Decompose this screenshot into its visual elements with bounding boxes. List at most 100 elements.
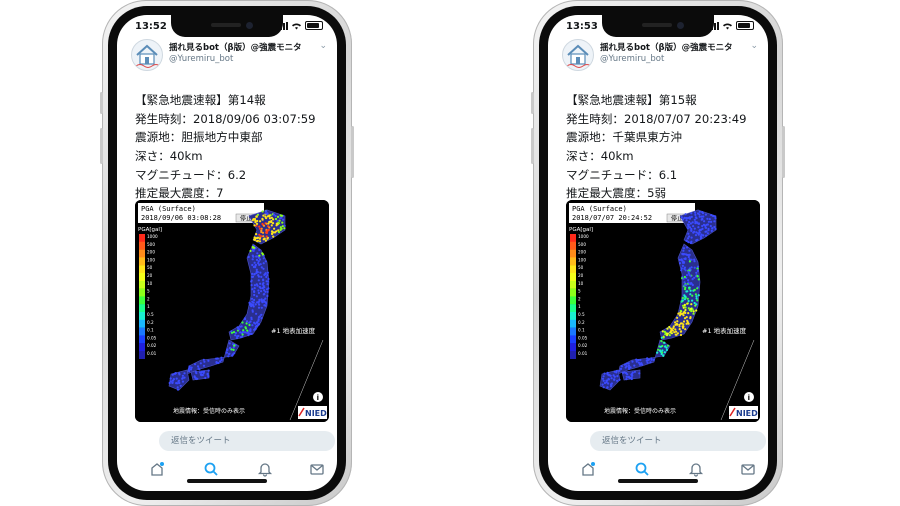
station-dot (701, 217, 704, 221)
legend-tick-label: 0.05 (147, 335, 157, 340)
station-dot (700, 215, 703, 218)
station-dot (230, 331, 234, 334)
reply-input[interactable]: 返信をツイート (159, 431, 335, 451)
station-dot (606, 371, 609, 374)
station-dot (687, 307, 690, 310)
station-dot (265, 235, 268, 238)
station-dot (684, 328, 687, 331)
station-dot (688, 287, 691, 290)
station-dot (666, 327, 669, 330)
display-name[interactable]: 揺れ見るbot（β版）@強震モニタ (169, 43, 302, 53)
legend-swatch (570, 343, 576, 352)
station-dot (690, 215, 693, 218)
station-dot (258, 303, 261, 306)
station-dot (712, 214, 715, 218)
home-icon[interactable] (580, 461, 596, 477)
station-dot (610, 377, 613, 380)
chevron-down-icon[interactable]: ⌄ (319, 41, 327, 51)
legend-swatch (570, 327, 576, 336)
station-dot (250, 316, 253, 319)
station-dot (177, 380, 180, 383)
station-dot (260, 313, 263, 316)
station-dot (700, 233, 703, 236)
station-dot (692, 231, 695, 234)
station-dot (637, 359, 640, 362)
search-icon[interactable] (634, 461, 650, 477)
info-icon[interactable] (744, 392, 754, 402)
station-dot (187, 368, 190, 371)
legend-tick-label: 2 (147, 296, 150, 301)
station-dot (275, 224, 278, 227)
station-dot (272, 218, 275, 221)
station-dot (688, 220, 691, 224)
legend-swatch (570, 288, 576, 297)
station-dot (695, 217, 698, 220)
station-dot (698, 215, 701, 218)
station-dot (203, 360, 206, 363)
station-dot (233, 344, 236, 347)
station-dot (652, 358, 655, 361)
station-dot (253, 284, 256, 287)
home-indicator[interactable] (187, 479, 267, 483)
map-title: PGA (Surface) (141, 205, 196, 213)
legend-tick-label: 0.2 (147, 320, 154, 325)
info-icon[interactable] (313, 392, 323, 402)
station-dot (684, 311, 687, 314)
station-dot (648, 358, 651, 361)
station-dot (171, 381, 174, 384)
station-dot (253, 217, 257, 221)
seismic-map-image[interactable]: PGA (Surface) 2018/09/06 03:08:28 停止 PGA… (135, 200, 329, 422)
station-dot (677, 312, 680, 315)
station-dot (265, 210, 268, 213)
station-dot (266, 280, 269, 283)
station-dot (671, 329, 674, 332)
station-dot (688, 235, 691, 238)
station-dot (176, 388, 180, 391)
messages-envelope-icon[interactable] (309, 461, 325, 477)
station-dot (706, 217, 709, 220)
reply-input[interactable]: 返信をツイート (590, 431, 766, 451)
station-dot (253, 224, 256, 227)
station-dot (175, 382, 178, 385)
station-dot (683, 257, 686, 260)
station-dot (260, 317, 263, 320)
island-shape (599, 369, 621, 391)
station-dot (688, 274, 691, 277)
station-dot (602, 386, 605, 389)
notifications-bell-icon[interactable] (688, 461, 704, 477)
station-dot (276, 215, 280, 218)
station-dot (198, 368, 201, 371)
volume-up-button (531, 128, 534, 164)
tweet-line: 【緊急地震速報】第15報 (566, 93, 697, 107)
station-dot (635, 358, 638, 361)
home-indicator[interactable] (618, 479, 698, 483)
station-dot (226, 348, 229, 352)
legend-tick-label: 1000 (578, 234, 589, 239)
account-handle[interactable]: @Yuremiru_bot (169, 54, 234, 64)
messages-envelope-icon[interactable] (740, 461, 756, 477)
station-dot (687, 281, 690, 284)
seismic-map-image[interactable]: PGA (Surface) 2018/07/07 20:24:52 停止 PGA… (566, 200, 760, 422)
station-dot (257, 291, 260, 295)
station-dot (665, 346, 668, 349)
station-dot (701, 211, 704, 214)
station-dot (601, 377, 605, 380)
notifications-bell-icon[interactable] (257, 461, 273, 477)
station-dot (622, 371, 625, 374)
station-dot (698, 231, 701, 234)
station-dot (686, 246, 689, 249)
display-name[interactable]: 揺れ見るbot（β版）@強震モニタ (600, 43, 733, 53)
station-dot (612, 374, 615, 377)
legend-tick-label: 50 (578, 265, 584, 270)
avatar[interactable] (131, 39, 163, 71)
station-dot (690, 266, 693, 269)
home-icon[interactable] (149, 461, 165, 477)
search-icon[interactable] (203, 461, 219, 477)
station-dot (250, 279, 253, 282)
chevron-down-icon[interactable]: ⌄ (750, 41, 758, 51)
avatar[interactable] (562, 39, 594, 71)
account-handle[interactable]: @Yuremiru_bot (600, 54, 665, 64)
station-dot (255, 312, 258, 315)
station-dot (692, 225, 695, 228)
station-dot (697, 226, 700, 229)
